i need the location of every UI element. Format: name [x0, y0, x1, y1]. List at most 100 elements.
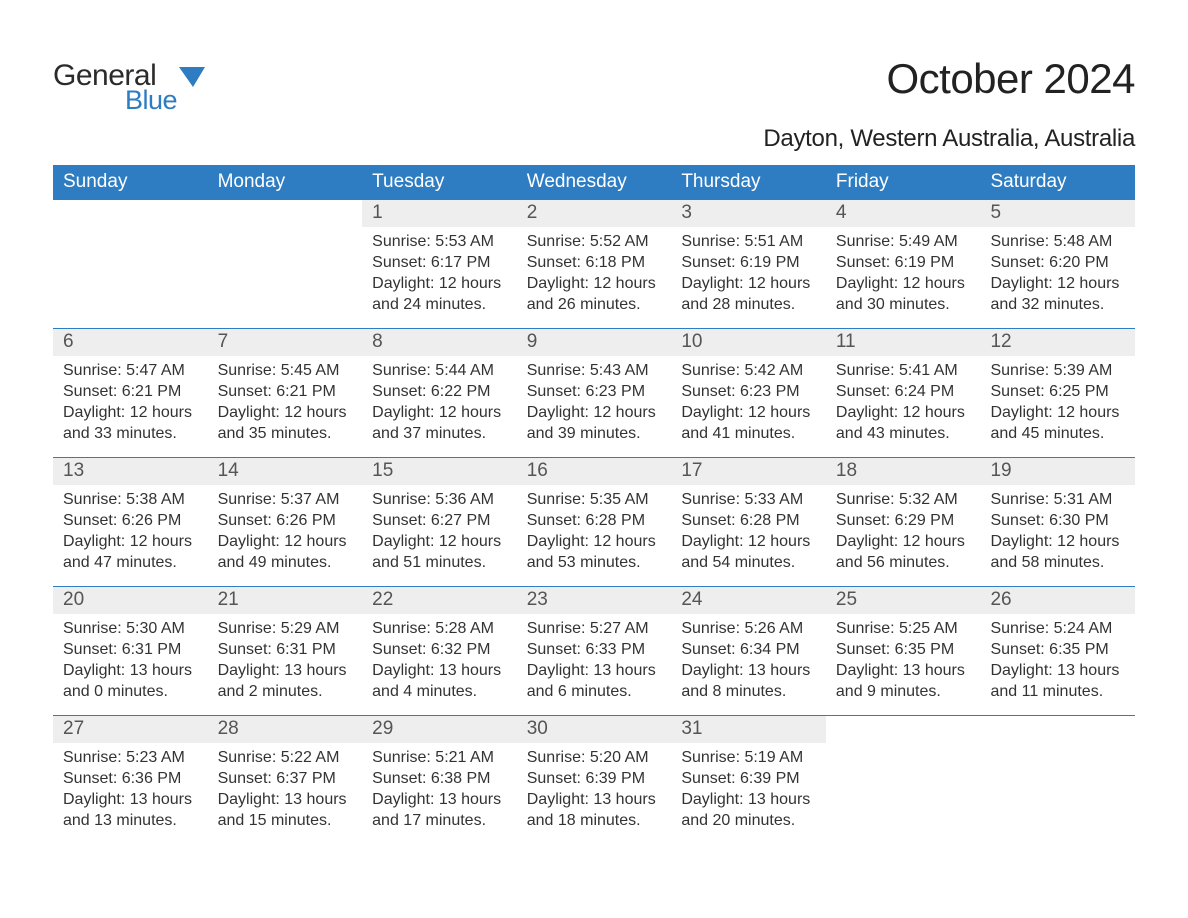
weeks-container: 1Sunrise: 5:53 AMSunset: 6:17 PMDaylight… [53, 200, 1135, 844]
week-row: 27Sunrise: 5:23 AMSunset: 6:36 PMDayligh… [53, 715, 1135, 844]
calendar-cell: 10Sunrise: 5:42 AMSunset: 6:23 PMDayligh… [671, 329, 826, 457]
calendar-cell: 15Sunrise: 5:36 AMSunset: 6:27 PMDayligh… [362, 458, 517, 586]
calendar-cell: 8Sunrise: 5:44 AMSunset: 6:22 PMDaylight… [362, 329, 517, 457]
cell-body: Sunrise: 5:48 AMSunset: 6:20 PMDaylight:… [980, 227, 1135, 321]
sunset-line: Sunset: 6:31 PM [63, 639, 198, 660]
sunrise-line: Sunrise: 5:26 AM [681, 618, 816, 639]
sunrise-line: Sunrise: 5:28 AM [372, 618, 507, 639]
calendar-cell: 9Sunrise: 5:43 AMSunset: 6:23 PMDaylight… [517, 329, 672, 457]
calendar-cell: 18Sunrise: 5:32 AMSunset: 6:29 PMDayligh… [826, 458, 981, 586]
cell-body: Sunrise: 5:23 AMSunset: 6:36 PMDaylight:… [53, 743, 208, 837]
cell-body: Sunrise: 5:26 AMSunset: 6:34 PMDaylight:… [671, 614, 826, 708]
cell-body: Sunrise: 5:43 AMSunset: 6:23 PMDaylight:… [517, 356, 672, 450]
daylight-line: Daylight: 12 hours and 45 minutes. [990, 402, 1125, 444]
sunrise-line: Sunrise: 5:30 AM [63, 618, 198, 639]
day-number [208, 200, 363, 227]
sunset-line: Sunset: 6:34 PM [681, 639, 816, 660]
calendar-cell [53, 200, 208, 328]
day-number: 14 [208, 458, 363, 485]
day-number: 11 [826, 329, 981, 356]
sunset-line: Sunset: 6:19 PM [681, 252, 816, 273]
daylight-line: Daylight: 12 hours and 54 minutes. [681, 531, 816, 573]
day-number: 16 [517, 458, 672, 485]
day-number: 30 [517, 716, 672, 743]
cell-body: Sunrise: 5:45 AMSunset: 6:21 PMDaylight:… [208, 356, 363, 450]
title-block: October 2024 Dayton, Western Australia, … [763, 55, 1135, 153]
cell-body: Sunrise: 5:42 AMSunset: 6:23 PMDaylight:… [671, 356, 826, 450]
day-number: 17 [671, 458, 826, 485]
calendar-cell: 29Sunrise: 5:21 AMSunset: 6:38 PMDayligh… [362, 716, 517, 844]
sunrise-line: Sunrise: 5:35 AM [527, 489, 662, 510]
day-number: 29 [362, 716, 517, 743]
cell-body: Sunrise: 5:20 AMSunset: 6:39 PMDaylight:… [517, 743, 672, 837]
cell-body: Sunrise: 5:41 AMSunset: 6:24 PMDaylight:… [826, 356, 981, 450]
day-number: 9 [517, 329, 672, 356]
day-number: 26 [980, 587, 1135, 614]
week-row: 1Sunrise: 5:53 AMSunset: 6:17 PMDaylight… [53, 200, 1135, 328]
cell-body: Sunrise: 5:32 AMSunset: 6:29 PMDaylight:… [826, 485, 981, 579]
daylight-line: Daylight: 13 hours and 6 minutes. [527, 660, 662, 702]
daylight-line: Daylight: 12 hours and 43 minutes. [836, 402, 971, 444]
sunrise-line: Sunrise: 5:27 AM [527, 618, 662, 639]
day-number: 3 [671, 200, 826, 227]
day-number: 19 [980, 458, 1135, 485]
daylight-line: Daylight: 13 hours and 17 minutes. [372, 789, 507, 831]
daylight-line: Daylight: 13 hours and 11 minutes. [990, 660, 1125, 702]
daylight-line: Daylight: 12 hours and 39 minutes. [527, 402, 662, 444]
cell-body: Sunrise: 5:36 AMSunset: 6:27 PMDaylight:… [362, 485, 517, 579]
calendar-cell: 14Sunrise: 5:37 AMSunset: 6:26 PMDayligh… [208, 458, 363, 586]
header-row: General Blue October 2024 Dayton, Wester… [53, 55, 1135, 153]
calendar-cell: 1Sunrise: 5:53 AMSunset: 6:17 PMDaylight… [362, 200, 517, 328]
sunrise-line: Sunrise: 5:21 AM [372, 747, 507, 768]
daylight-line: Daylight: 13 hours and 15 minutes. [218, 789, 353, 831]
daylight-line: Daylight: 12 hours and 30 minutes. [836, 273, 971, 315]
sunrise-line: Sunrise: 5:19 AM [681, 747, 816, 768]
weekday-header: Saturday [980, 165, 1135, 200]
calendar-cell: 22Sunrise: 5:28 AMSunset: 6:32 PMDayligh… [362, 587, 517, 715]
daylight-line: Daylight: 13 hours and 4 minutes. [372, 660, 507, 702]
week-row: 13Sunrise: 5:38 AMSunset: 6:26 PMDayligh… [53, 457, 1135, 586]
daylight-line: Daylight: 12 hours and 33 minutes. [63, 402, 198, 444]
day-number: 27 [53, 716, 208, 743]
cell-body: Sunrise: 5:38 AMSunset: 6:26 PMDaylight:… [53, 485, 208, 579]
daylight-line: Daylight: 13 hours and 20 minutes. [681, 789, 816, 831]
weekday-header: Thursday [671, 165, 826, 200]
daylight-line: Daylight: 12 hours and 47 minutes. [63, 531, 198, 573]
day-number: 5 [980, 200, 1135, 227]
daylight-line: Daylight: 12 hours and 51 minutes. [372, 531, 507, 573]
sunset-line: Sunset: 6:18 PM [527, 252, 662, 273]
daylight-line: Daylight: 12 hours and 35 minutes. [218, 402, 353, 444]
cell-body: Sunrise: 5:53 AMSunset: 6:17 PMDaylight:… [362, 227, 517, 321]
cell-body: Sunrise: 5:35 AMSunset: 6:28 PMDaylight:… [517, 485, 672, 579]
sunrise-line: Sunrise: 5:37 AM [218, 489, 353, 510]
sunset-line: Sunset: 6:27 PM [372, 510, 507, 531]
cell-body: Sunrise: 5:29 AMSunset: 6:31 PMDaylight:… [208, 614, 363, 708]
cell-body: Sunrise: 5:51 AMSunset: 6:19 PMDaylight:… [671, 227, 826, 321]
week-row: 20Sunrise: 5:30 AMSunset: 6:31 PMDayligh… [53, 586, 1135, 715]
day-number: 10 [671, 329, 826, 356]
cell-body: Sunrise: 5:27 AMSunset: 6:33 PMDaylight:… [517, 614, 672, 708]
calendar-cell: 26Sunrise: 5:24 AMSunset: 6:35 PMDayligh… [980, 587, 1135, 715]
sunset-line: Sunset: 6:29 PM [836, 510, 971, 531]
sunrise-line: Sunrise: 5:39 AM [990, 360, 1125, 381]
calendar-cell: 21Sunrise: 5:29 AMSunset: 6:31 PMDayligh… [208, 587, 363, 715]
day-number: 1 [362, 200, 517, 227]
day-number: 8 [362, 329, 517, 356]
calendar-cell: 31Sunrise: 5:19 AMSunset: 6:39 PMDayligh… [671, 716, 826, 844]
sunrise-line: Sunrise: 5:53 AM [372, 231, 507, 252]
sunrise-line: Sunrise: 5:32 AM [836, 489, 971, 510]
cell-body: Sunrise: 5:21 AMSunset: 6:38 PMDaylight:… [362, 743, 517, 837]
sunset-line: Sunset: 6:19 PM [836, 252, 971, 273]
day-number [53, 200, 208, 227]
sunset-line: Sunset: 6:26 PM [218, 510, 353, 531]
sunset-line: Sunset: 6:21 PM [63, 381, 198, 402]
weekday-header-row: SundayMondayTuesdayWednesdayThursdayFrid… [53, 165, 1135, 200]
calendar-cell: 27Sunrise: 5:23 AMSunset: 6:36 PMDayligh… [53, 716, 208, 844]
calendar-cell: 17Sunrise: 5:33 AMSunset: 6:28 PMDayligh… [671, 458, 826, 586]
calendar-cell: 24Sunrise: 5:26 AMSunset: 6:34 PMDayligh… [671, 587, 826, 715]
sunrise-line: Sunrise: 5:52 AM [527, 231, 662, 252]
daylight-line: Daylight: 13 hours and 0 minutes. [63, 660, 198, 702]
sunrise-line: Sunrise: 5:36 AM [372, 489, 507, 510]
sunset-line: Sunset: 6:22 PM [372, 381, 507, 402]
brand-word2: Blue [125, 87, 177, 114]
